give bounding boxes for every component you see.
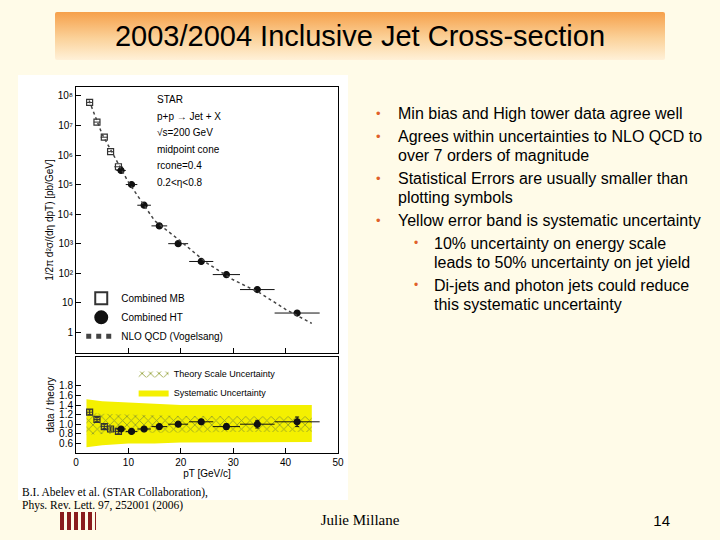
svg-text:50: 50 [332, 457, 344, 468]
svg-text:data / theory: data / theory [45, 377, 56, 433]
svg-text:Systematic Uncertainty: Systematic Uncertainty [174, 388, 267, 398]
html-text:10% uncertainty on energy scal: 10% uncertainty on energy scale leads to… [434, 235, 691, 271]
svg-text:1.6: 1.6 [59, 390, 73, 401]
svg-text:pT [GeV/c]: pT [GeV/c] [183, 468, 231, 479]
svg-text:midpoint cone: midpoint cone [157, 144, 220, 155]
svg-text:30: 30 [228, 457, 240, 468]
svg-text:rcone=0.4: rcone=0.4 [157, 160, 202, 171]
svg-text:Combined MB: Combined MB [121, 293, 185, 304]
svg-text:10: 10 [62, 297, 74, 308]
svg-text:10⁷: 10⁷ [58, 120, 73, 131]
svg-text:1/2π d²σ/(dη dpT) [pb/GeV]: 1/2π d²σ/(dη dpT) [pb/GeV] [44, 159, 55, 281]
svg-text:1: 1 [67, 327, 73, 338]
svg-text:10: 10 [123, 457, 135, 468]
svg-text:p+p → Jet + X: p+p → Jet + X [157, 111, 221, 122]
svg-text:0.2<η<0.8: 0.2<η<0.8 [157, 177, 202, 188]
html-text:14: 14 [653, 512, 670, 529]
svg-text:1.4: 1.4 [59, 400, 73, 411]
svg-text:Theory Scale Uncertainty: Theory Scale Uncertainty [174, 369, 276, 379]
svg-text:0.8: 0.8 [59, 428, 73, 439]
svg-text:1.2: 1.2 [59, 409, 73, 420]
svg-text:10⁴: 10⁴ [58, 209, 73, 220]
svg-text:40: 40 [280, 457, 292, 468]
html-text:Min bias and High tower data a: Min bias and High tower data agree well [398, 105, 683, 122]
svg-text:NLO QCD (Vogelsang): NLO QCD (Vogelsang) [121, 331, 223, 342]
html-text:Yellow error band is systemati: Yellow error band is systematic uncertai… [398, 212, 701, 229]
html-text:Phys. Rev. Lett. 97, 252001 (2: Phys. Rev. Lett. 97, 252001 (2006) [22, 499, 184, 511]
html-text:B.I. Abelev et al. (STAR Colla: B.I. Abelev et al. (STAR Collaboration), [22, 486, 208, 498]
svg-text:10⁶: 10⁶ [58, 150, 73, 161]
html-text:Statistical Errors are usually: Statistical Errors are usually smaller t… [398, 170, 688, 206]
svg-text:10³: 10³ [59, 238, 74, 249]
svg-text:√s=200 GeV: √s=200 GeV [157, 127, 213, 138]
svg-text:Combined HT: Combined HT [121, 312, 183, 323]
svg-text:1.8: 1.8 [59, 380, 73, 391]
svg-text:0.6: 0.6 [59, 438, 73, 449]
svg-text:10⁸: 10⁸ [58, 90, 73, 101]
svg-text:10⁵: 10⁵ [58, 179, 73, 190]
html-text:2003/2004 Inclusive Jet Cross-: 2003/2004 Inclusive Jet Cross-section [115, 20, 605, 52]
svg-text:1.0: 1.0 [59, 419, 73, 430]
svg-text:0: 0 [73, 457, 79, 468]
html-text:Agrees within uncertainties to: Agrees within uncertainties to NLO QCD t… [398, 128, 703, 164]
svg-text:STAR: STAR [157, 94, 183, 105]
html-text:Di-jets and photon jets could: Di-jets and photon jets could reduce thi… [434, 277, 690, 313]
svg-text:10²: 10² [59, 268, 74, 279]
svg-text:20: 20 [175, 457, 187, 468]
html-text:Julie Millane: Julie Millane [320, 512, 400, 528]
